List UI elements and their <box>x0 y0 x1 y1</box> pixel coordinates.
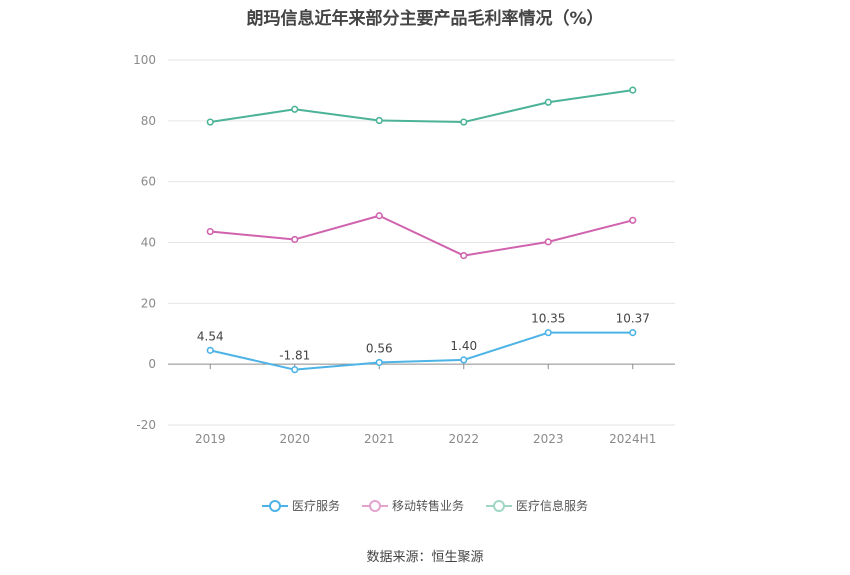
x-tick-label: 2024H1 <box>609 432 656 446</box>
data-source: 数据来源：恒生聚源 <box>366 550 484 565</box>
legend-swatch-mobile-resale <box>361 499 388 513</box>
x-tick-label: 2021 <box>364 432 395 446</box>
data-point <box>291 235 299 244</box>
legend-label-mobile-resale: 移动转售业务 <box>391 499 464 513</box>
y-tick-label: 20 <box>141 296 156 310</box>
data-point <box>544 329 552 337</box>
data-label: 10.37 <box>616 312 650 326</box>
y-tick-label: 40 <box>141 236 156 250</box>
data-point <box>206 346 214 354</box>
data-point <box>629 86 637 94</box>
series-line-1 <box>210 214 633 257</box>
y-tick-label: 60 <box>141 175 156 189</box>
data-point <box>460 118 468 126</box>
y-tick-label: 80 <box>141 114 156 128</box>
data-point <box>375 212 383 220</box>
legend-item-mobile-resale[interactable]: 移动转售业务 <box>361 497 464 514</box>
data-label: 0.56 <box>366 341 393 355</box>
data-point <box>460 356 468 364</box>
chart-title: 朗玛信息近年来部分主要产品毛利率情况（%） <box>246 9 604 29</box>
x-tick-label: 2019 <box>195 432 226 446</box>
data-label: -1.81 <box>279 349 310 363</box>
data-point <box>291 105 299 113</box>
legend-label-medical-service: 医疗服务 <box>291 499 340 513</box>
data-point <box>206 118 214 126</box>
data-point <box>291 366 299 374</box>
x-tick-label: 2022 <box>448 432 479 446</box>
data-point <box>375 116 383 125</box>
series-line-2 <box>210 89 633 124</box>
data-point <box>375 358 383 367</box>
data-point <box>544 98 552 106</box>
line-chart: -20 0 20 40 60 80 100 2019 2020 2021 2022 2023 2024H… <box>133 53 675 446</box>
x-tick-label: 2020 <box>279 432 310 446</box>
legend-swatch-medical-info-service <box>486 499 512 513</box>
y-tick-label: 100 <box>133 53 156 67</box>
data-label: 10.35 <box>531 312 565 326</box>
legend-item-medical-info-service[interactable]: 医疗信息服务 <box>486 497 588 514</box>
legend-swatch-medical-service <box>261 499 288 513</box>
legend-label-medical-info-service: 医疗信息服务 <box>516 499 589 513</box>
data-label: 1.40 <box>450 339 477 353</box>
data-point <box>629 329 637 337</box>
y-tick-label: 0 <box>148 357 156 371</box>
data-point <box>460 251 468 260</box>
y-tick-label: -20 <box>136 418 156 432</box>
data-point <box>206 227 214 236</box>
series-line-0 <box>210 331 633 371</box>
x-tick-label: 2023 <box>533 432 564 446</box>
data-label: 4.54 <box>197 329 224 343</box>
data-point <box>629 216 637 224</box>
legend: 医疗服务 移动转售业务 医疗信息服务 <box>0 497 850 514</box>
data-point <box>544 238 552 246</box>
legend-item-medical-service[interactable]: 医疗服务 <box>261 497 340 514</box>
